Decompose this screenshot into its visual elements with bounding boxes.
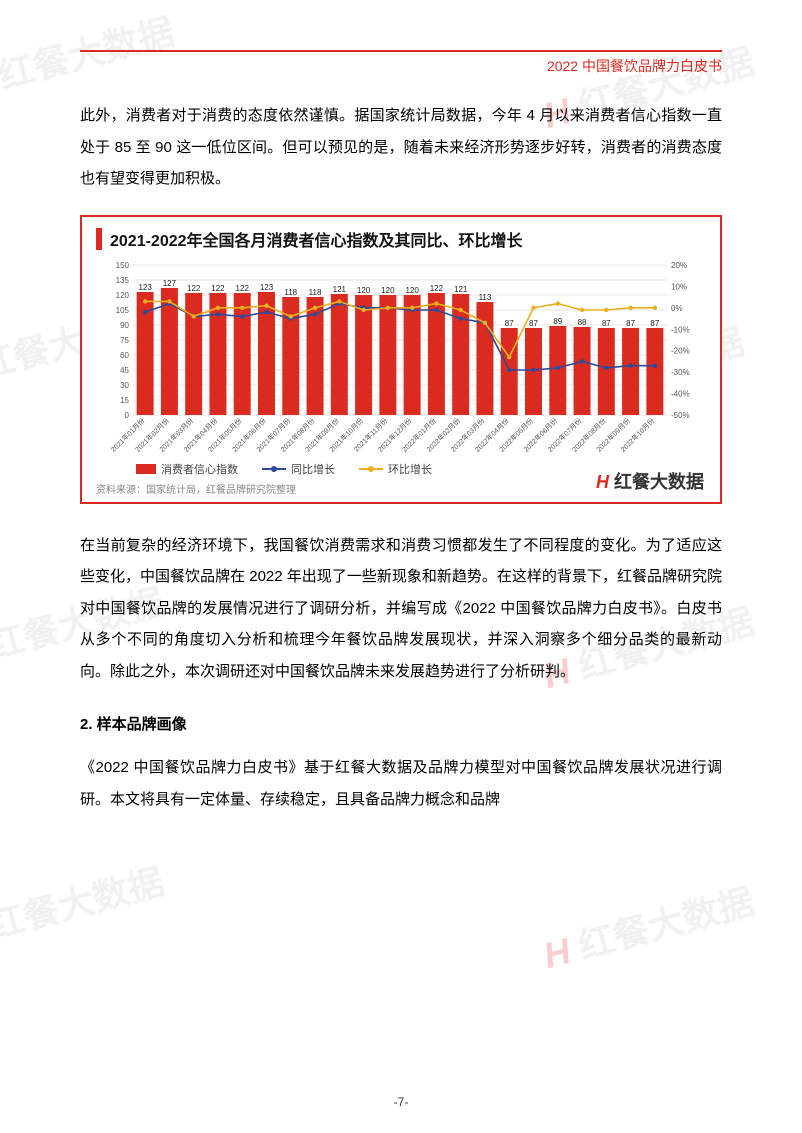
- header-divider: [80, 50, 722, 52]
- svg-text:120: 120: [116, 291, 130, 300]
- svg-text:87: 87: [602, 319, 611, 328]
- svg-text:89: 89: [553, 317, 562, 326]
- svg-text:-40%: -40%: [671, 389, 690, 398]
- svg-text:88: 88: [578, 318, 587, 327]
- legend-bar-swatch: [136, 464, 156, 474]
- svg-text:87: 87: [650, 319, 659, 328]
- svg-text:30: 30: [120, 381, 129, 390]
- paragraph-2: 在当前复杂的经济环境下，我国餐饮消费需求和消费习惯都发生了不同程度的变化。为了适…: [80, 530, 722, 688]
- svg-text:10%: 10%: [671, 282, 687, 291]
- wm-text: 红餐大数据: [0, 861, 168, 947]
- svg-text:-30%: -30%: [671, 368, 690, 377]
- legend-mom: 环比增长: [359, 461, 432, 477]
- svg-text:75: 75: [120, 336, 129, 345]
- wm-text: 红餐大数据: [574, 881, 758, 967]
- legend-yoy-line: [262, 468, 286, 470]
- svg-text:105: 105: [116, 306, 130, 315]
- svg-text:127: 127: [163, 279, 177, 288]
- svg-text:123: 123: [260, 283, 274, 292]
- svg-text:121: 121: [454, 285, 468, 294]
- svg-text:45: 45: [120, 366, 129, 375]
- paragraph-3: 《2022 中国餐饮品牌力白皮书》基于红餐大数据及品牌力模型对中国餐饮品牌发展状…: [80, 752, 722, 815]
- svg-text:135: 135: [116, 276, 130, 285]
- chart-title: 2021-2022年全国各月消费者信心指数及其同比、环比增长: [110, 227, 523, 251]
- svg-text:122: 122: [211, 284, 225, 293]
- chart-title-bar: [96, 228, 102, 250]
- svg-text:15: 15: [120, 396, 129, 405]
- svg-text:20%: 20%: [671, 261, 687, 270]
- svg-text:122: 122: [430, 284, 444, 293]
- svg-text:87: 87: [529, 319, 538, 328]
- svg-text:121: 121: [333, 285, 347, 294]
- legend-bar: 消费者信心指数: [136, 461, 238, 477]
- svg-text:118: 118: [309, 288, 322, 297]
- section-heading-2: 2. 样本品牌画像: [80, 713, 722, 734]
- chart-container: 2021-2022年全国各月消费者信心指数及其同比、环比增长 0 15 30 45 60…: [80, 215, 722, 504]
- svg-text:-20%: -20%: [671, 346, 690, 355]
- legend-yoy: 同比增长: [262, 461, 335, 477]
- svg-text:87: 87: [505, 319, 514, 328]
- svg-text:122: 122: [236, 284, 250, 293]
- svg-text:120: 120: [405, 286, 419, 295]
- svg-text:90: 90: [120, 321, 129, 330]
- chart-brand: H 红餐大数据: [596, 468, 704, 494]
- svg-text:60: 60: [120, 351, 129, 360]
- chart-plot: 0 15 30 45 60 75 90 105 120 135 150 -50% -40% -30% -20…: [96, 257, 706, 457]
- svg-text:120: 120: [381, 286, 395, 295]
- svg-text:87: 87: [626, 319, 635, 328]
- svg-text:-50%: -50%: [671, 411, 690, 420]
- paragraph-1: 此外，消费者对于消费的态度依然谨慎。据国家统计局数据，今年 4 月以来消费者信心…: [80, 100, 722, 195]
- svg-text:113: 113: [479, 293, 492, 302]
- svg-text:-10%: -10%: [671, 325, 690, 334]
- svg-text:0: 0: [125, 411, 130, 420]
- legend-yoy-label: 同比增长: [291, 461, 335, 477]
- header-title: 2022 中国餐饮品牌力白皮书: [80, 56, 722, 76]
- svg-text:0%: 0%: [671, 303, 683, 312]
- svg-text:122: 122: [187, 284, 201, 293]
- legend-mom-label: 环比增长: [388, 461, 432, 477]
- svg-text:150: 150: [116, 261, 130, 270]
- svg-text:118: 118: [284, 288, 297, 297]
- legend-bar-label: 消费者信心指数: [161, 461, 238, 477]
- svg-text:120: 120: [357, 286, 371, 295]
- svg-text:123: 123: [138, 283, 152, 292]
- legend-mom-line: [359, 468, 383, 470]
- page-number: -7-: [0, 1095, 802, 1109]
